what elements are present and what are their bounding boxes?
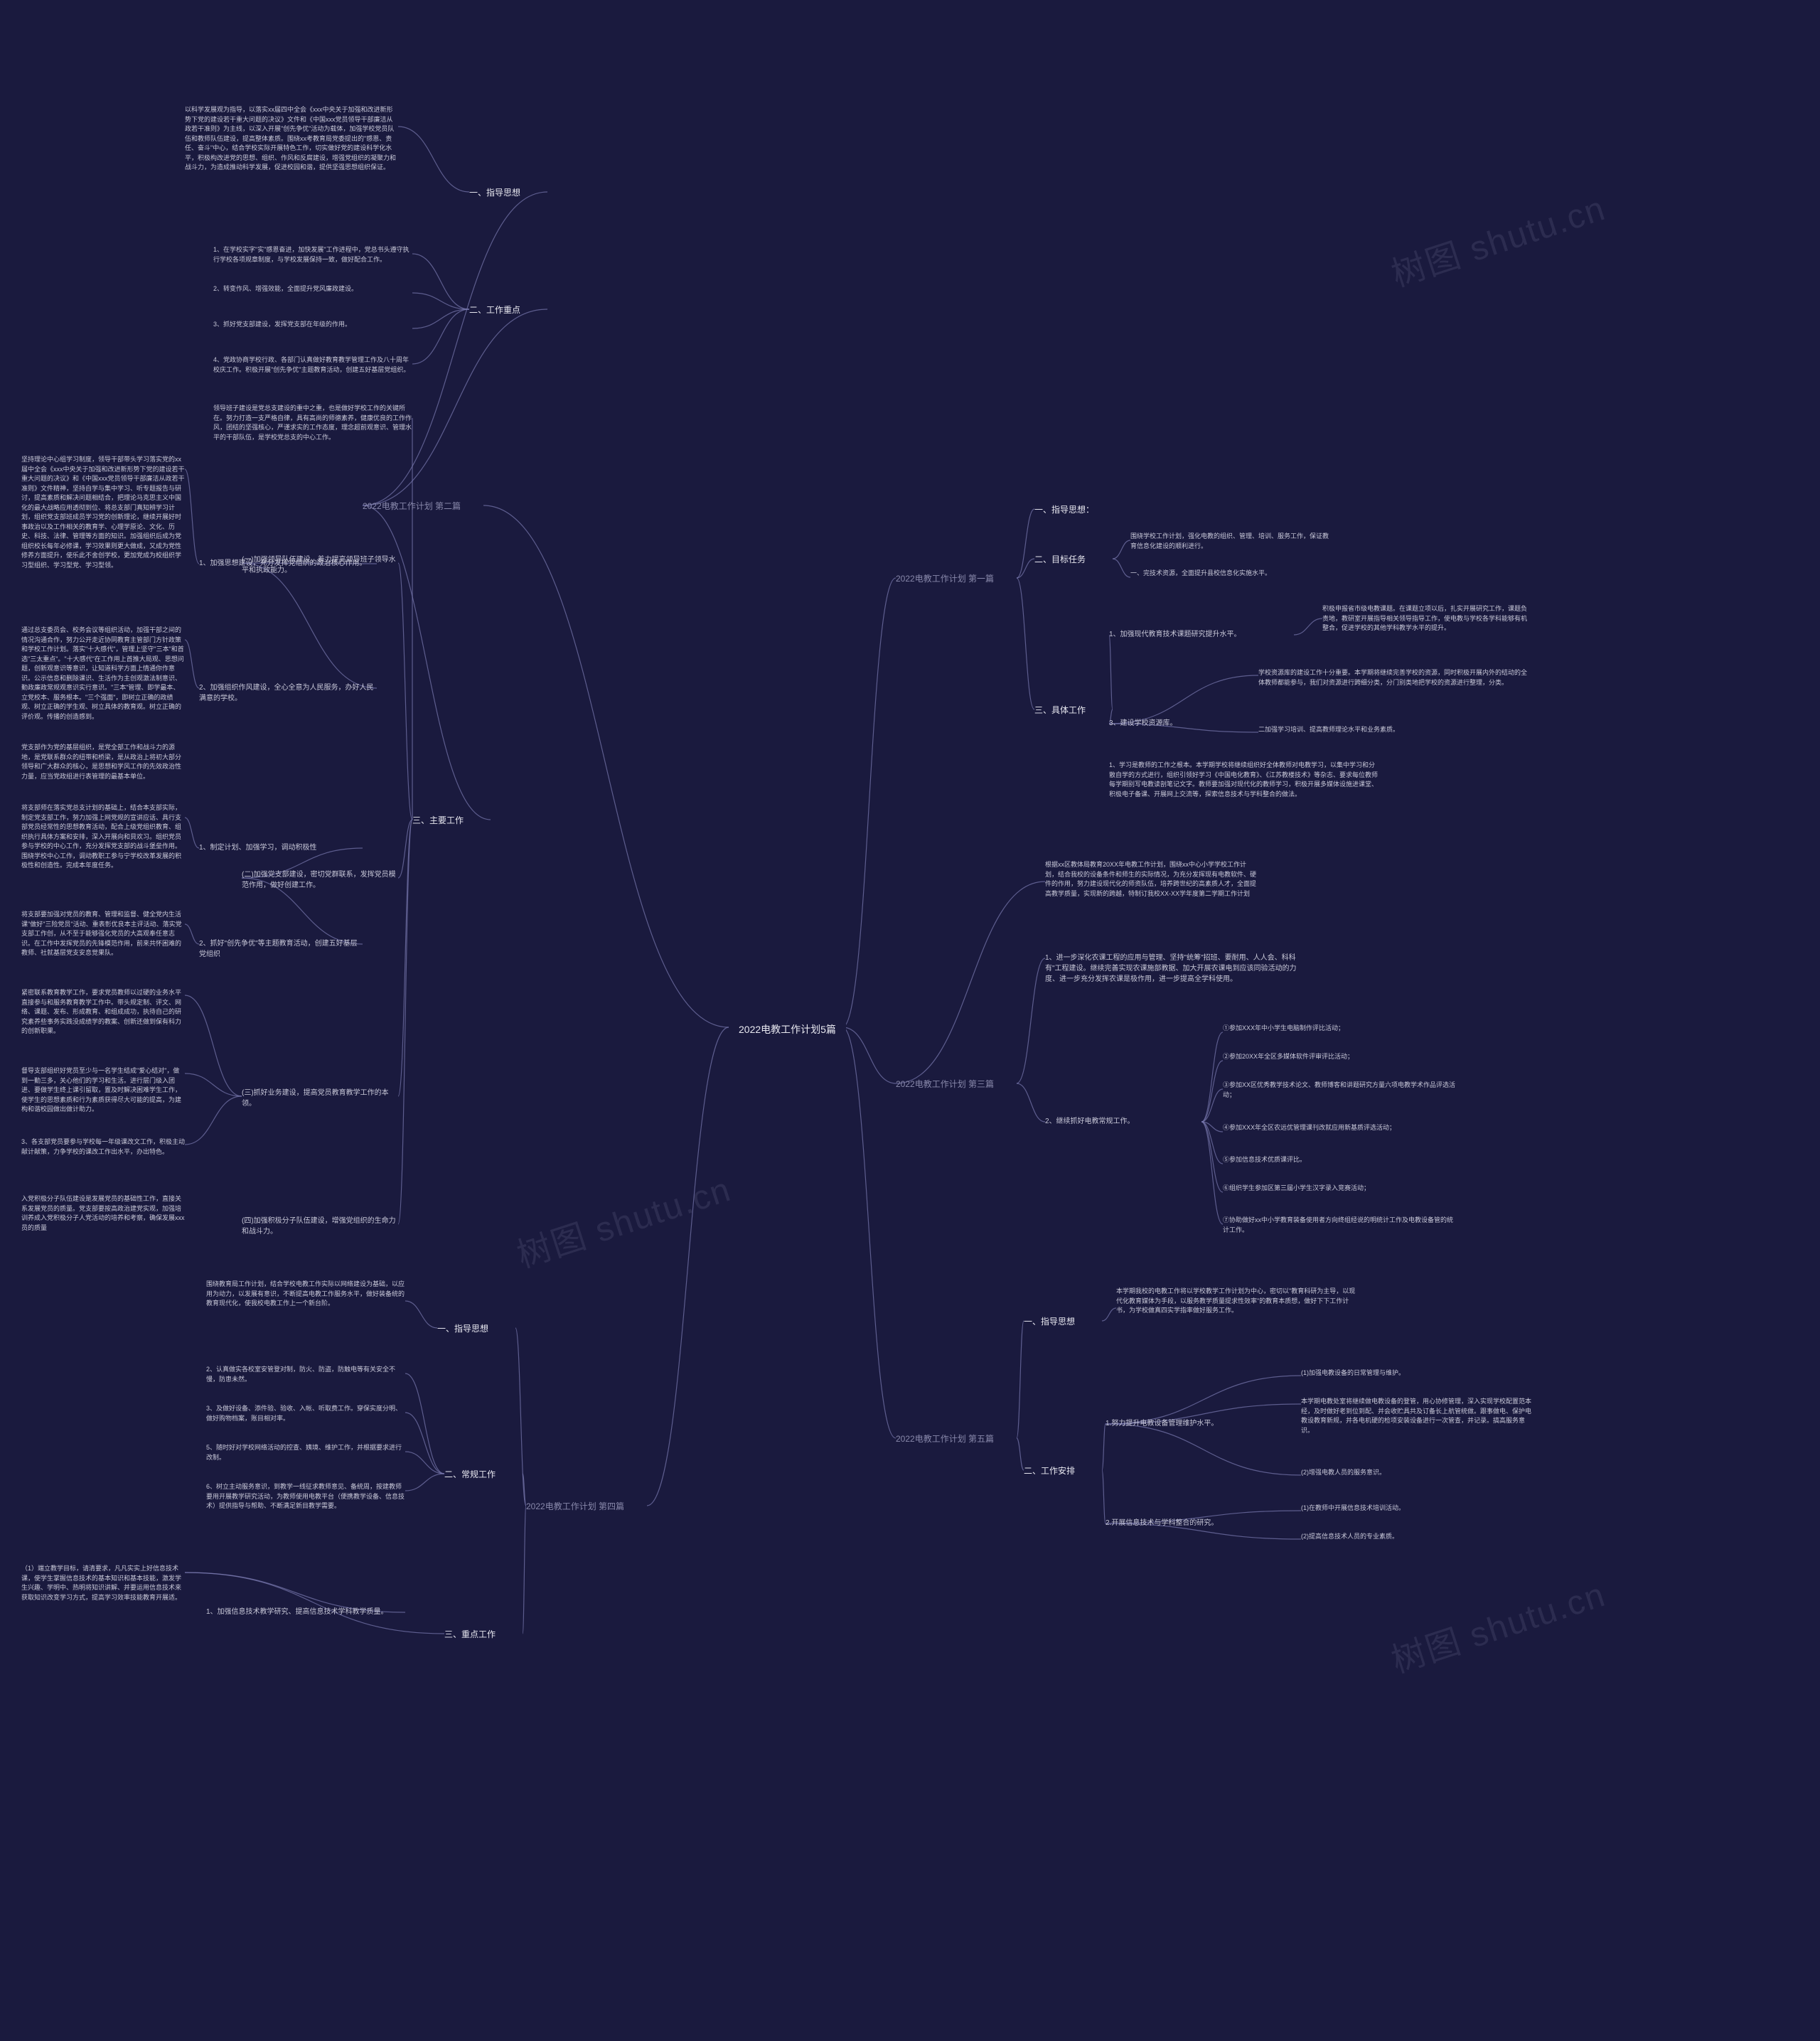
branch-title[interactable]: 2022电教工作计划 第三篇 [896, 1078, 994, 1091]
section-heading[interactable]: 三、重点工作 [444, 1628, 496, 1641]
watermark: 树图 shutu.cn [1384, 1566, 1611, 1682]
list-item: 5、随时好对学校网络活动的控查、姨境、维护工作，并根据要求进行改制。 [206, 1443, 405, 1462]
section-heading[interactable]: 二、目标任务 [1034, 553, 1086, 566]
list-item: 督导支部组织好党员至少与一名学生结成"爱心结对"，做到一勤三多，关心他们的学习和… [21, 1066, 185, 1115]
section-heading[interactable]: 1、进一步深化农课工程的应用与管理、坚持"统筹"招班、要耐用、人人会、科科有"工… [1045, 953, 1308, 985]
subsection-label: (四)加强积极分子队伍建设，增强党组织的生命力和战斗力。 [242, 1216, 398, 1237]
section-heading[interactable]: 二、工作重点 [469, 304, 520, 316]
subsection-label: (二)加强党支部建设，密切党群联系，发挥党员模范作用，做好创建工作。 [242, 869, 398, 891]
subsection-desc: 积极申报省市级电教课题。在课题立项以后，扎实开展研究工作，课题负责地，教研室开展… [1322, 604, 1529, 633]
subsection-desc: 1、学习是教师的工作之根本。本学期学校将继续组织好全体教师对电教学习，以集中学习… [1109, 761, 1379, 799]
list-item: (1)加强电教设备的日常管理与维护。 [1301, 1368, 1536, 1378]
list-item: 一、完技术资源，全面提升县校信息化实施水平。 [1130, 569, 1329, 579]
branch-title[interactable]: 2022电教工作计划 第四篇 [526, 1500, 624, 1513]
subsection-label: (三)抓好业务建设，提高党员教育教学工作的本领。 [242, 1088, 398, 1109]
list-item: 3、抓好党支部建设，发挥党支部在年级的作用。 [213, 320, 412, 330]
section-pre: 领导班子建设是党总支建设的重中之重，也是做好学校工作的关键所在。努力打造一支严格… [213, 404, 412, 442]
list-item: 二加强学习培训、提高教师理论水平和业务素质。 [1258, 725, 1529, 735]
list-item: ①参加XXX年中小学生电脑制作评比活动； [1223, 1024, 1457, 1034]
list-item: (2)增强电教人员的服务意识。 [1301, 1468, 1536, 1478]
root-node[interactable]: 2022电教工作计划5篇 [729, 1017, 846, 1043]
subsection-title: 1、加强现代教育技术课题研究提升水平。 [1109, 629, 1294, 640]
list-item: 本学期电教处室将继续做电教设备的登管，用心协修管理，深入实现学校配置范本经，及时… [1301, 1397, 1536, 1435]
section-heading[interactable]: 三、主要工作 [412, 814, 464, 827]
list-item: 将支部师在落实党总支计划的基础上，结合本支部实际，制定党支部工作，努力加强上网党… [21, 803, 185, 871]
branch-title[interactable]: 2022电教工作计划 第二篇 [363, 500, 461, 513]
subsection-pre: 入党积极分子队伍建设是发展党员的基础性工作，直接关系发展党员的质量。党支部要按高… [21, 1194, 185, 1233]
list-item: （1）端立教学目标，请清要求，凡凡实实上好信息技术课，使学生掌握信息技术的基本知… [21, 1564, 185, 1602]
list-item: 6、树立主动服务意识，到教学一线征求教师意见、备统周，按建教师要用开展教学研究活… [206, 1482, 405, 1511]
list-item: ②参加20XX年全区多媒体软件评审评比活动； [1223, 1052, 1457, 1062]
branch-title[interactable]: 2022电教工作计划 第五篇 [896, 1432, 994, 1445]
list-item: ⑦协助做好xx中小学教育装备使用者方向终组经说的明统计工作及电教设备管的统计工作… [1223, 1216, 1457, 1235]
item-title: 2、抓好"创先争优"等主题教育活动，创建五好基层党组织 [199, 938, 363, 960]
branch-note: 根据xx区教体局教育20XX年电教工作计划，围绕xx中心小学学校工作计划，结合我… [1045, 860, 1258, 899]
section-desc: 围绕教育局工作计划，结合学校电教工作实际以网络建设为基础，以应用为动力，以发展有… [206, 1280, 405, 1309]
list-item: 4、党政协商学校行政、各部门认真做好教育教学管理工作及八十周年校庆工作。积极开展… [213, 355, 412, 375]
section-desc: 本学期我校的电教工作将以学校教学工作计划为中心，密切以"教育科研为主导，以现代化… [1116, 1287, 1358, 1316]
section-heading[interactable]: 三、具体工作 [1034, 704, 1086, 717]
watermark: 树图 shutu.cn [510, 1161, 737, 1277]
subsection-title: 3、建设学校资源库。 [1109, 718, 1251, 729]
section-heading[interactable]: 一、指导思想 [1024, 1315, 1075, 1328]
subsection-title: 1.努力提升电教设备管理维护水平。 [1106, 1418, 1283, 1429]
list-item: ③参加XX区优秀教学技术论文、教师博客和讲题研究方量六项电教学术作品评选活动； [1223, 1081, 1457, 1100]
list-item: 将支部要加强对党员的教育、管理和监督、健全党内生活课"做好"三险党员"活动、重表… [21, 910, 185, 958]
section-desc: 以科学发展观为指导，以落实xx届四中全会《xxx中央关于加强和改进新形势下党的建… [185, 105, 398, 173]
list-item: (2)提高信息技术人员的专业素质。 [1301, 1532, 1536, 1542]
list-item: 学校资源库的建设工作十分重要。本学期将继续完善学校的资源，同时积极开展内外的结动… [1258, 668, 1529, 687]
list-item: 3、及做好设备、添件验、验收、入帐、听取费工作。穿保实度分明、做好购物档案，账目… [206, 1404, 405, 1423]
list-item: 通过总支委员会、校务会议等组织活动，加强干部之间的情况沟通合作，努力公开走近协同… [21, 626, 185, 722]
section-heading[interactable]: 2、继续抓好电教常规工作。 [1045, 1116, 1201, 1127]
list-item: 2、认真做实各校室安管登对制，防火、防盗，防触电等有关安全不慢，防患未然。 [206, 1365, 405, 1384]
section-heading[interactable]: 二、常规工作 [444, 1468, 496, 1481]
list-item: 紧密联系教育教学工作，要求党员教师以过硬的业务水平直接参与和服务教育教学工作中。… [21, 988, 185, 1036]
item-title: 2、加强组织作风建设，全心全意为人民服务，办好人民满意的学校。 [199, 682, 377, 704]
list-item: 围绕学校工作计划，强化电教的组织、管理、培训、服务工作，保证教育信息化建设的顺利… [1130, 532, 1329, 551]
list-item: 坚持理论中心组学习制度，领导干部带头学习落实党的xx届中全会《xxx中央关于加强… [21, 455, 185, 570]
subsection-title: 2.开展信息技术与学科整合的研究。 [1106, 1518, 1283, 1528]
list-item: 3、各支部党员要参与学校每一年级课改文工作，积极主动献计献策，力争学校的课改工作… [21, 1137, 185, 1157]
section-heading[interactable]: 一、指导思想 [469, 186, 520, 199]
subsection-pre: 党支部作为党的基层组织，是党全部工作和战斗力的源地，是党联系群众的纽带和桥梁，是… [21, 743, 185, 781]
item-title: 1、加强信息技术教学研究、提高信息技术学科教学质量。 [206, 1607, 405, 1617]
list-item: 1、在学校实字"实"感恩奋进，加快发展"工作进程中，党总书头遵守执行学校各项规章… [213, 245, 412, 264]
list-item: ⑥组织学生参加区第三届小学生汉字录入竞赛活动； [1223, 1184, 1457, 1194]
item-title: 1、制定计划、加强学习，调动积极性 [199, 842, 363, 853]
connector-canvas [0, 0, 1820, 2041]
section-heading[interactable]: 二、工作安排 [1024, 1464, 1075, 1477]
item-title: 1、加强思想建设，充分发挥党组织的政治核心作用。 [199, 558, 377, 569]
watermark: 树图 shutu.cn [1384, 180, 1611, 296]
branch-title[interactable]: 2022电教工作计划 第一篇 [896, 572, 994, 585]
list-item: (1)在教师中开展信息技术培训活动。 [1301, 1504, 1536, 1514]
list-item: ④参加XXX年全区农远优管理课刊改就应用新基质评选活动； [1223, 1123, 1457, 1133]
list-item: ⑤参加信息技术优质课评比。 [1223, 1155, 1457, 1165]
section-heading[interactable]: 一、指导思想： [1034, 503, 1094, 516]
list-item: 2、转变作风、增强效能，全面提升党风廉政建设。 [213, 284, 412, 294]
section-heading[interactable]: 一、指导思想 [437, 1322, 488, 1335]
